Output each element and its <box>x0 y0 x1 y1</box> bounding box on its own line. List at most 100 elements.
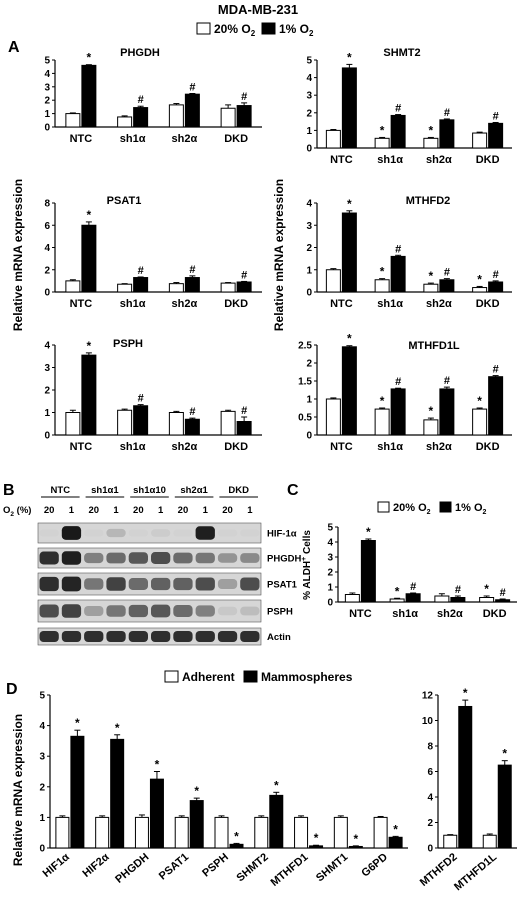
y-tick-label: 6 <box>427 767 433 778</box>
blot-band <box>84 630 104 643</box>
blot-group-label: sh1α10 <box>133 485 166 496</box>
significance-star: * <box>194 784 199 798</box>
bar-treated <box>81 64 97 128</box>
significance-star: * <box>314 831 319 845</box>
chart-title: PHGDH <box>120 47 160 59</box>
chart-shmt2: 0 1 2 3 4 5 SHMT2 * NTC * # sh1α * # sh2α # DKD <box>306 47 512 166</box>
significance-star: * <box>429 123 434 137</box>
category-label: sh2α <box>437 608 463 620</box>
bar-treated <box>488 281 504 293</box>
y-tick-label: 0 <box>306 288 312 299</box>
y-tick-label: 1.5 <box>298 377 312 388</box>
bar-control <box>423 283 439 293</box>
blot-group-label: DKD <box>228 485 249 496</box>
significance-hash: # <box>138 94 144 106</box>
category-label: MTHFD1 <box>269 851 311 889</box>
significance-star: * <box>87 208 92 222</box>
significance-hash: # <box>444 107 450 119</box>
blot-band <box>173 605 193 617</box>
bar-treated <box>405 593 421 603</box>
y-tick-label: 5 <box>44 56 50 67</box>
blot-band <box>151 604 171 618</box>
panel-label-d: D <box>6 681 18 698</box>
significance-star: * <box>366 525 371 539</box>
bar-treated <box>450 597 466 603</box>
significance-hash: # <box>138 393 144 405</box>
blot-band <box>217 578 238 590</box>
blot-band <box>217 553 238 563</box>
y-tick-label: 1 <box>39 813 45 824</box>
y-tick-label: 8 <box>44 199 50 210</box>
chart-title: MTHFD1L <box>408 340 460 352</box>
blot-band <box>61 630 82 643</box>
blot-band <box>106 605 126 617</box>
chart-aldh: 0 1 2 3 4 5 * NTC * # sh1α # sh2α * # DKD <box>327 523 517 620</box>
legend-c-label-normoxia: 20% O <box>393 502 427 514</box>
bar-treated <box>110 738 125 849</box>
legend-d-label-mammospheres: Mammospheres <box>261 670 353 684</box>
bar-treated <box>70 735 85 849</box>
bar-control <box>472 408 488 436</box>
category-label: MTHFD1L <box>452 851 499 893</box>
significance-hash: # <box>493 364 499 376</box>
significance-hash: # <box>410 581 416 593</box>
category-label: sh1α <box>377 298 403 310</box>
legend-sub-hypoxia: 2 <box>309 29 314 38</box>
chart-mammospheres-main: 012345*HIF1α*HIF2α*PHGDH*PSAT1*PSPH*SHMT… <box>39 691 408 889</box>
bar-treated <box>133 107 149 128</box>
legend-d-label-adherent: Adherent <box>182 670 235 684</box>
significance-hash: # <box>395 243 401 255</box>
y-tick-label: 2 <box>327 568 333 579</box>
bar-treated <box>497 764 512 849</box>
bar-treated <box>229 843 244 849</box>
significance-hash: # <box>500 587 506 599</box>
category-label: HIF2α <box>80 851 111 880</box>
bar-control <box>423 137 439 149</box>
bar-treated <box>189 800 204 849</box>
blot-band <box>39 604 59 618</box>
category-label: sh2α <box>426 441 452 453</box>
bar-control <box>344 594 360 603</box>
bar-treated <box>184 277 200 293</box>
y-tick-label: 12 <box>422 691 434 702</box>
significance-hash: # <box>493 269 499 281</box>
bar-treated <box>390 255 406 293</box>
significance-star: * <box>234 829 239 843</box>
y-tick-label: 10 <box>422 716 434 727</box>
category-label: sh2α <box>426 154 452 166</box>
y-tick-label: 4 <box>306 199 312 210</box>
blot-band <box>106 552 126 564</box>
chart-psat1: 0 2 4 6 8 PSAT1 * NTC # sh1α # sh2α # DKD <box>44 195 262 310</box>
blot-band <box>173 552 193 564</box>
bar-treated <box>439 119 455 149</box>
panel-label-c: C <box>287 482 299 499</box>
bar-control <box>374 408 390 436</box>
category-label: DKD <box>224 441 248 453</box>
bar-control <box>479 597 495 603</box>
bar-control <box>117 283 133 293</box>
y-tick-label: 4 <box>327 538 333 549</box>
blot-protein-label: PHGDH <box>267 554 301 565</box>
bar-control <box>168 104 184 128</box>
significance-star: * <box>87 339 92 353</box>
significance-star: * <box>347 332 352 346</box>
y-tick-label: 1 <box>306 126 312 137</box>
blot-band <box>39 551 59 565</box>
chart-mthfd1l: 0 0.5 1 1.5 2 2.5 MTHFD1L * NTC * # sh1α * # sh2α * # DKD <box>298 332 512 453</box>
y-tick-label: 8 <box>427 742 433 753</box>
blot-band <box>39 576 59 592</box>
blot-band <box>128 604 148 618</box>
bar-control <box>95 816 110 849</box>
blot-lane-label: 20 <box>222 505 233 516</box>
significance-hash: # <box>444 375 450 387</box>
bar-control <box>325 269 341 293</box>
y-tick-label: 0 <box>427 844 433 855</box>
blot-band <box>217 630 238 643</box>
bar-control <box>65 412 81 436</box>
chart-mthfd2: 0 1 2 3 4 MTHFD2 * NTC * # sh1α * # sh2α * # DKD <box>306 195 512 310</box>
bar-treated <box>81 354 97 436</box>
y-tick-label: 4 <box>44 341 50 352</box>
significance-hash: # <box>138 265 144 277</box>
bar-control <box>65 113 81 128</box>
y-label-a-left: Relative mRNA expression <box>11 179 25 331</box>
